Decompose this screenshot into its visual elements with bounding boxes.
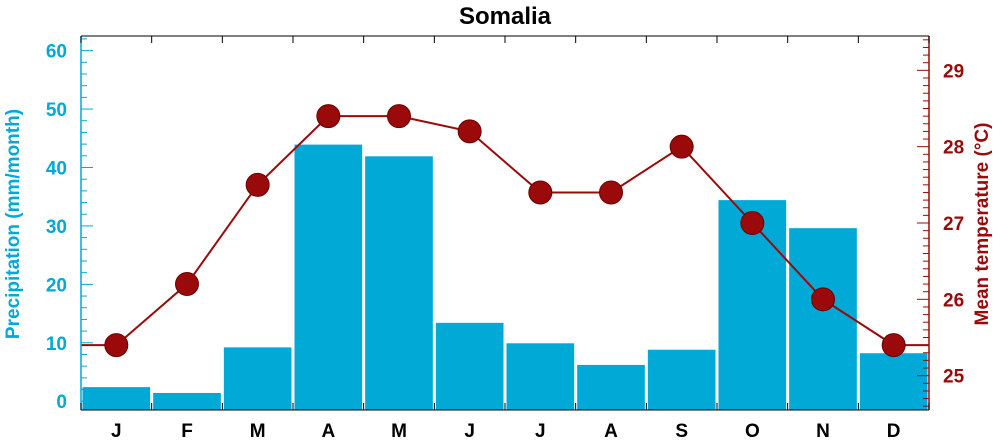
y-tick-label-50: 50 bbox=[46, 100, 67, 121]
x-tick-label-9: S bbox=[675, 421, 688, 440]
precipitation-bar-4 bbox=[293, 143, 364, 411]
y2-tick-label-26: 26 bbox=[943, 290, 964, 311]
x-tick-label-1: J bbox=[111, 421, 122, 440]
x-tick-label-2: F bbox=[181, 421, 193, 440]
x-tick-label-7: J bbox=[535, 421, 546, 440]
precipitation-bar-5 bbox=[364, 155, 434, 411]
precipitation-bar-11 bbox=[788, 227, 858, 411]
precipitation-bar-8 bbox=[576, 363, 646, 411]
x-tick-label-8: A bbox=[604, 421, 618, 440]
y2-tick-label-29: 29 bbox=[943, 61, 964, 82]
x-tick-label-3: M bbox=[250, 421, 266, 440]
y2-tick-label-27: 27 bbox=[943, 214, 964, 235]
precipitation-bar-6 bbox=[434, 321, 505, 411]
precipitation-bar-1 bbox=[81, 386, 152, 411]
precipitation-bars bbox=[81, 143, 929, 411]
temperature-point-12 bbox=[881, 333, 906, 358]
axes: 0 10 20 30 40 50 60 25 26 27 28 29 J F M A M J J A S O N D bbox=[46, 35, 965, 440]
temperature-point-4 bbox=[316, 104, 341, 129]
y-tick-label-60: 60 bbox=[46, 42, 67, 63]
x-tick-label-10: O bbox=[745, 421, 760, 440]
temperature-point-8 bbox=[599, 180, 623, 205]
y-tick-label-20: 20 bbox=[46, 275, 67, 296]
y2-tick-label-28: 28 bbox=[943, 138, 964, 159]
temperature-point-6 bbox=[457, 119, 482, 144]
x-tick-label-11: N bbox=[816, 421, 830, 440]
temperature-line-path bbox=[81, 115, 929, 347]
temperature-point-7 bbox=[528, 180, 553, 205]
y-axis-label: Precipitation (mm/month) bbox=[3, 109, 24, 339]
x-tick-label-12: D bbox=[887, 421, 901, 440]
temperature-point-10 bbox=[740, 211, 765, 235]
y2-tick-label-25: 25 bbox=[943, 367, 965, 388]
temperature-point-3 bbox=[245, 172, 270, 197]
precipitation-bar-9 bbox=[646, 348, 717, 411]
precipitation-bar-12 bbox=[858, 352, 929, 411]
temperature-point-1 bbox=[104, 333, 129, 358]
temperature-point-9 bbox=[669, 134, 694, 159]
y-tick-label-40: 40 bbox=[46, 158, 67, 179]
precipitation-bar-3 bbox=[222, 346, 293, 411]
temperature-line bbox=[81, 104, 929, 358]
x-tick-label-5: M bbox=[391, 421, 407, 440]
temperature-point-11 bbox=[811, 287, 835, 312]
y2-axis-label: Mean temperature (°C) bbox=[972, 123, 993, 326]
y-tick-label-10: 10 bbox=[46, 334, 67, 355]
precipitation-bar-7 bbox=[505, 342, 576, 411]
y-tick-label-0: 0 bbox=[56, 392, 67, 413]
x-tick-label-4: A bbox=[321, 421, 335, 440]
temperature-point-5 bbox=[387, 104, 411, 129]
x-tick-label-6: J bbox=[464, 421, 475, 440]
precipitation-bar-2 bbox=[152, 391, 222, 411]
chart-title: Somalia bbox=[459, 3, 552, 30]
temperature-point-2 bbox=[175, 272, 199, 297]
y-tick-label-30: 30 bbox=[46, 217, 67, 238]
